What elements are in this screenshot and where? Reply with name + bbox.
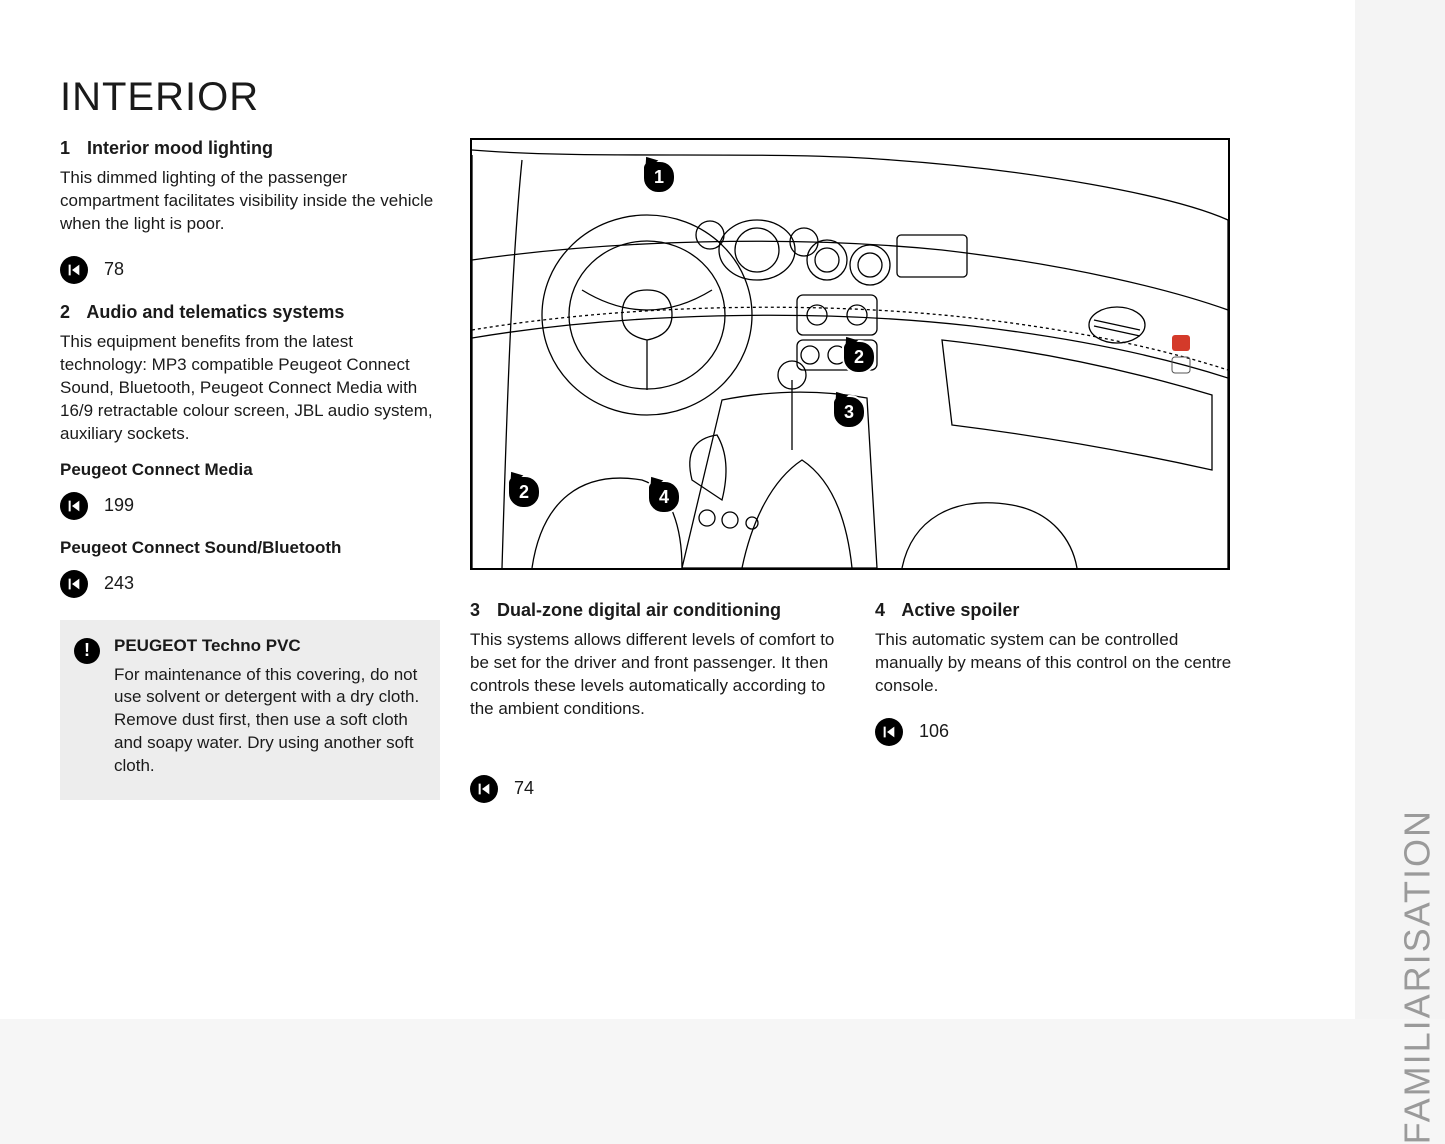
goto-icon [60,492,88,520]
callout-title: PEUGEOT Techno PVC [114,636,420,656]
illustration-marker: 3 [832,395,866,429]
illustration-marker: 1 [642,160,676,194]
item-title: Audio and telematics systems [86,302,344,322]
item-number: 3 [470,600,492,621]
right-column: 1 2 3 2 4 3 Dual-zone digital air conditioni… [470,138,1240,821]
goto-icon [470,775,498,803]
page-ref-number: 74 [514,778,534,799]
item-title: Dual-zone digital air conditioning [497,600,781,620]
info-callout: ! PEUGEOT Techno PVC For maintenance of … [60,620,440,801]
goto-icon [60,256,88,284]
manual-page: FAMILIARISATION INTERIOR 1 Interior mood… [0,0,1445,1019]
content-grid: 1 Interior mood lighting This dimmed lig… [60,138,1385,821]
item-3: 3 Dual-zone digital air conditioning Thi… [470,600,835,821]
interior-illustration: 1 2 3 2 4 [470,138,1230,570]
page-ref-number: 106 [919,721,949,742]
page-ref-3[interactable]: 74 [470,775,835,803]
page-ref-number: 243 [104,573,134,594]
page-ref-number: 78 [104,259,124,280]
page-ref-2a[interactable]: 199 [60,492,440,520]
lower-columns: 3 Dual-zone digital air conditioning Thi… [470,600,1240,821]
item-4: 4 Active spoiler This automatic system c… [875,600,1240,821]
illustration-marker: 4 [647,480,681,514]
left-column: 1 Interior mood lighting This dimmed lig… [60,138,440,800]
page-ref-1[interactable]: 78 [60,256,440,284]
item-body-4: This automatic system can be controlled … [875,629,1240,698]
item-heading-1: 1 Interior mood lighting [60,138,440,159]
item-title: Active spoiler [901,600,1019,620]
item-number: 4 [875,600,897,621]
section-tab: FAMILIARISATION [1396,809,1438,1144]
hazard-icons [1172,335,1190,373]
callout-body: For maintenance of this covering, do not… [114,664,420,779]
item-heading-4: 4 Active spoiler [875,600,1240,621]
page-title: INTERIOR [60,75,1385,120]
item-number: 2 [60,302,82,323]
item-heading-2: 2 Audio and telematics systems [60,302,440,323]
subref-label-1: Peugeot Connect Media [60,460,440,480]
goto-icon [875,718,903,746]
illustration-marker: 2 [507,475,541,509]
subref-label-2: Peugeot Connect Sound/Bluetooth [60,538,440,558]
info-icon: ! [74,638,100,664]
goto-icon [60,570,88,598]
item-body-1: This dimmed lighting of the passenger co… [60,167,440,236]
page-ref-2b[interactable]: 243 [60,570,440,598]
item-body-3: This systems allows different levels of … [470,629,835,721]
page-ref-4[interactable]: 106 [875,718,1240,746]
item-number: 1 [60,138,82,159]
illustration-marker: 2 [842,340,876,374]
item-title: Interior mood lighting [87,138,273,158]
page-ref-number: 199 [104,495,134,516]
item-heading-3: 3 Dual-zone digital air conditioning [470,600,835,621]
item-body-2: This equipment benefits from the latest … [60,331,440,446]
